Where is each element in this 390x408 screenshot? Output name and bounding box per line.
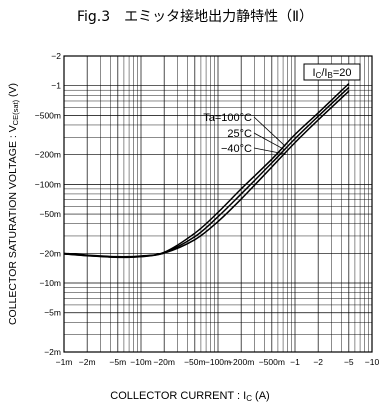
y-tick-label: −10m bbox=[40, 278, 62, 288]
x-tick-label: −1 bbox=[290, 357, 300, 367]
x-tick-label: −200m bbox=[228, 357, 254, 367]
x-tick-label: −5 bbox=[344, 357, 354, 367]
series-leader-line bbox=[253, 147, 286, 155]
series-label: Ta=100°C bbox=[203, 112, 252, 124]
x-tick-label: −10m bbox=[130, 357, 152, 367]
curves bbox=[63, 83, 350, 259]
x-tick-label: −50m bbox=[184, 357, 206, 367]
y-tick-label: −50m bbox=[40, 209, 62, 219]
series-label: −40°C bbox=[221, 143, 252, 155]
y-axis-title: COLLECTOR SATURATION VOLTAGE : VCE(sat) … bbox=[7, 83, 20, 325]
y-tick-label: −2m bbox=[44, 347, 61, 357]
series-leader-line bbox=[253, 116, 286, 147]
plot-frame bbox=[63, 55, 373, 353]
x-tick-label: −2m bbox=[79, 357, 96, 367]
x-tick-label: −10 bbox=[365, 357, 380, 367]
y-tick-label: −100m bbox=[35, 179, 61, 189]
y-tick-label: −500m bbox=[35, 110, 61, 120]
grid bbox=[63, 55, 372, 353]
x-tick-label: −1m bbox=[56, 357, 73, 367]
y-tick-labels: −2 −1 −500m −200m −100m −50m −20m −10m −5m −2m bbox=[35, 51, 61, 357]
condition-label: IC/IB=20 bbox=[313, 67, 352, 80]
x-tick-label: −500m bbox=[259, 357, 285, 367]
x-axis-title: COLLECTOR CURRENT : IC (A) bbox=[110, 390, 269, 403]
series-line bbox=[63, 90, 350, 259]
x-tick-labels: −1m −2m −5m −10m −20m −50m −100m−200m −500m −1 −2… bbox=[56, 357, 380, 367]
figure-title: Fig.3 エミッタ接地出力静特性（Ⅱ） bbox=[76, 9, 314, 25]
x-tick-label: −5m bbox=[109, 357, 126, 367]
y-tick-label: −2 bbox=[51, 51, 61, 61]
series-label: 25°C bbox=[227, 128, 252, 140]
series-leader-line bbox=[253, 132, 286, 151]
condition-box: IC/IB=20 bbox=[303, 63, 361, 81]
y-tick-label: −5m bbox=[44, 308, 61, 318]
x-tick-label: −20m bbox=[153, 357, 175, 367]
x-tick-label: −2 bbox=[313, 357, 323, 367]
annotations: Ta=100°C 25°C −40°C bbox=[203, 112, 286, 155]
x-tick-label: −100m bbox=[205, 357, 231, 367]
y-tick-label: −200m bbox=[35, 150, 61, 160]
y-tick-label: −20m bbox=[40, 248, 62, 258]
y-tick-label: −1 bbox=[51, 81, 61, 91]
